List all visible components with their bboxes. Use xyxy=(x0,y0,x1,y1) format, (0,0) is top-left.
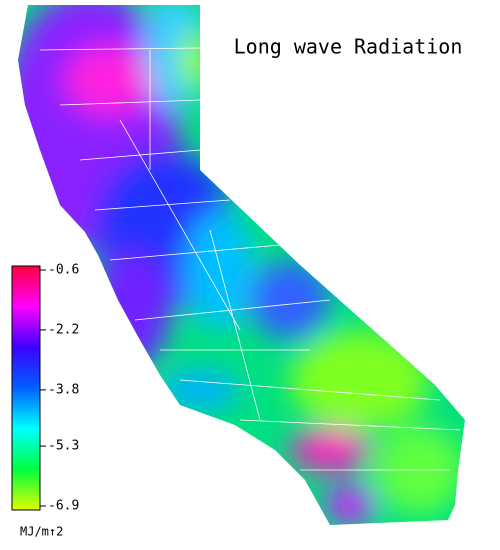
colorbar-tick-label: -2.2 xyxy=(48,322,79,337)
colorbar-tick-label: -3.8 xyxy=(48,382,79,397)
colorbar xyxy=(11,265,41,511)
map-title: Long wave Radiation xyxy=(234,35,463,59)
colorbar-tick-label: -6.9 xyxy=(48,499,79,514)
colorbar-tick-label: -0.6 xyxy=(48,263,79,278)
colorbar-tick-label: -5.3 xyxy=(48,439,79,454)
colorbar-unit: MJ/m↑2 xyxy=(20,525,63,539)
